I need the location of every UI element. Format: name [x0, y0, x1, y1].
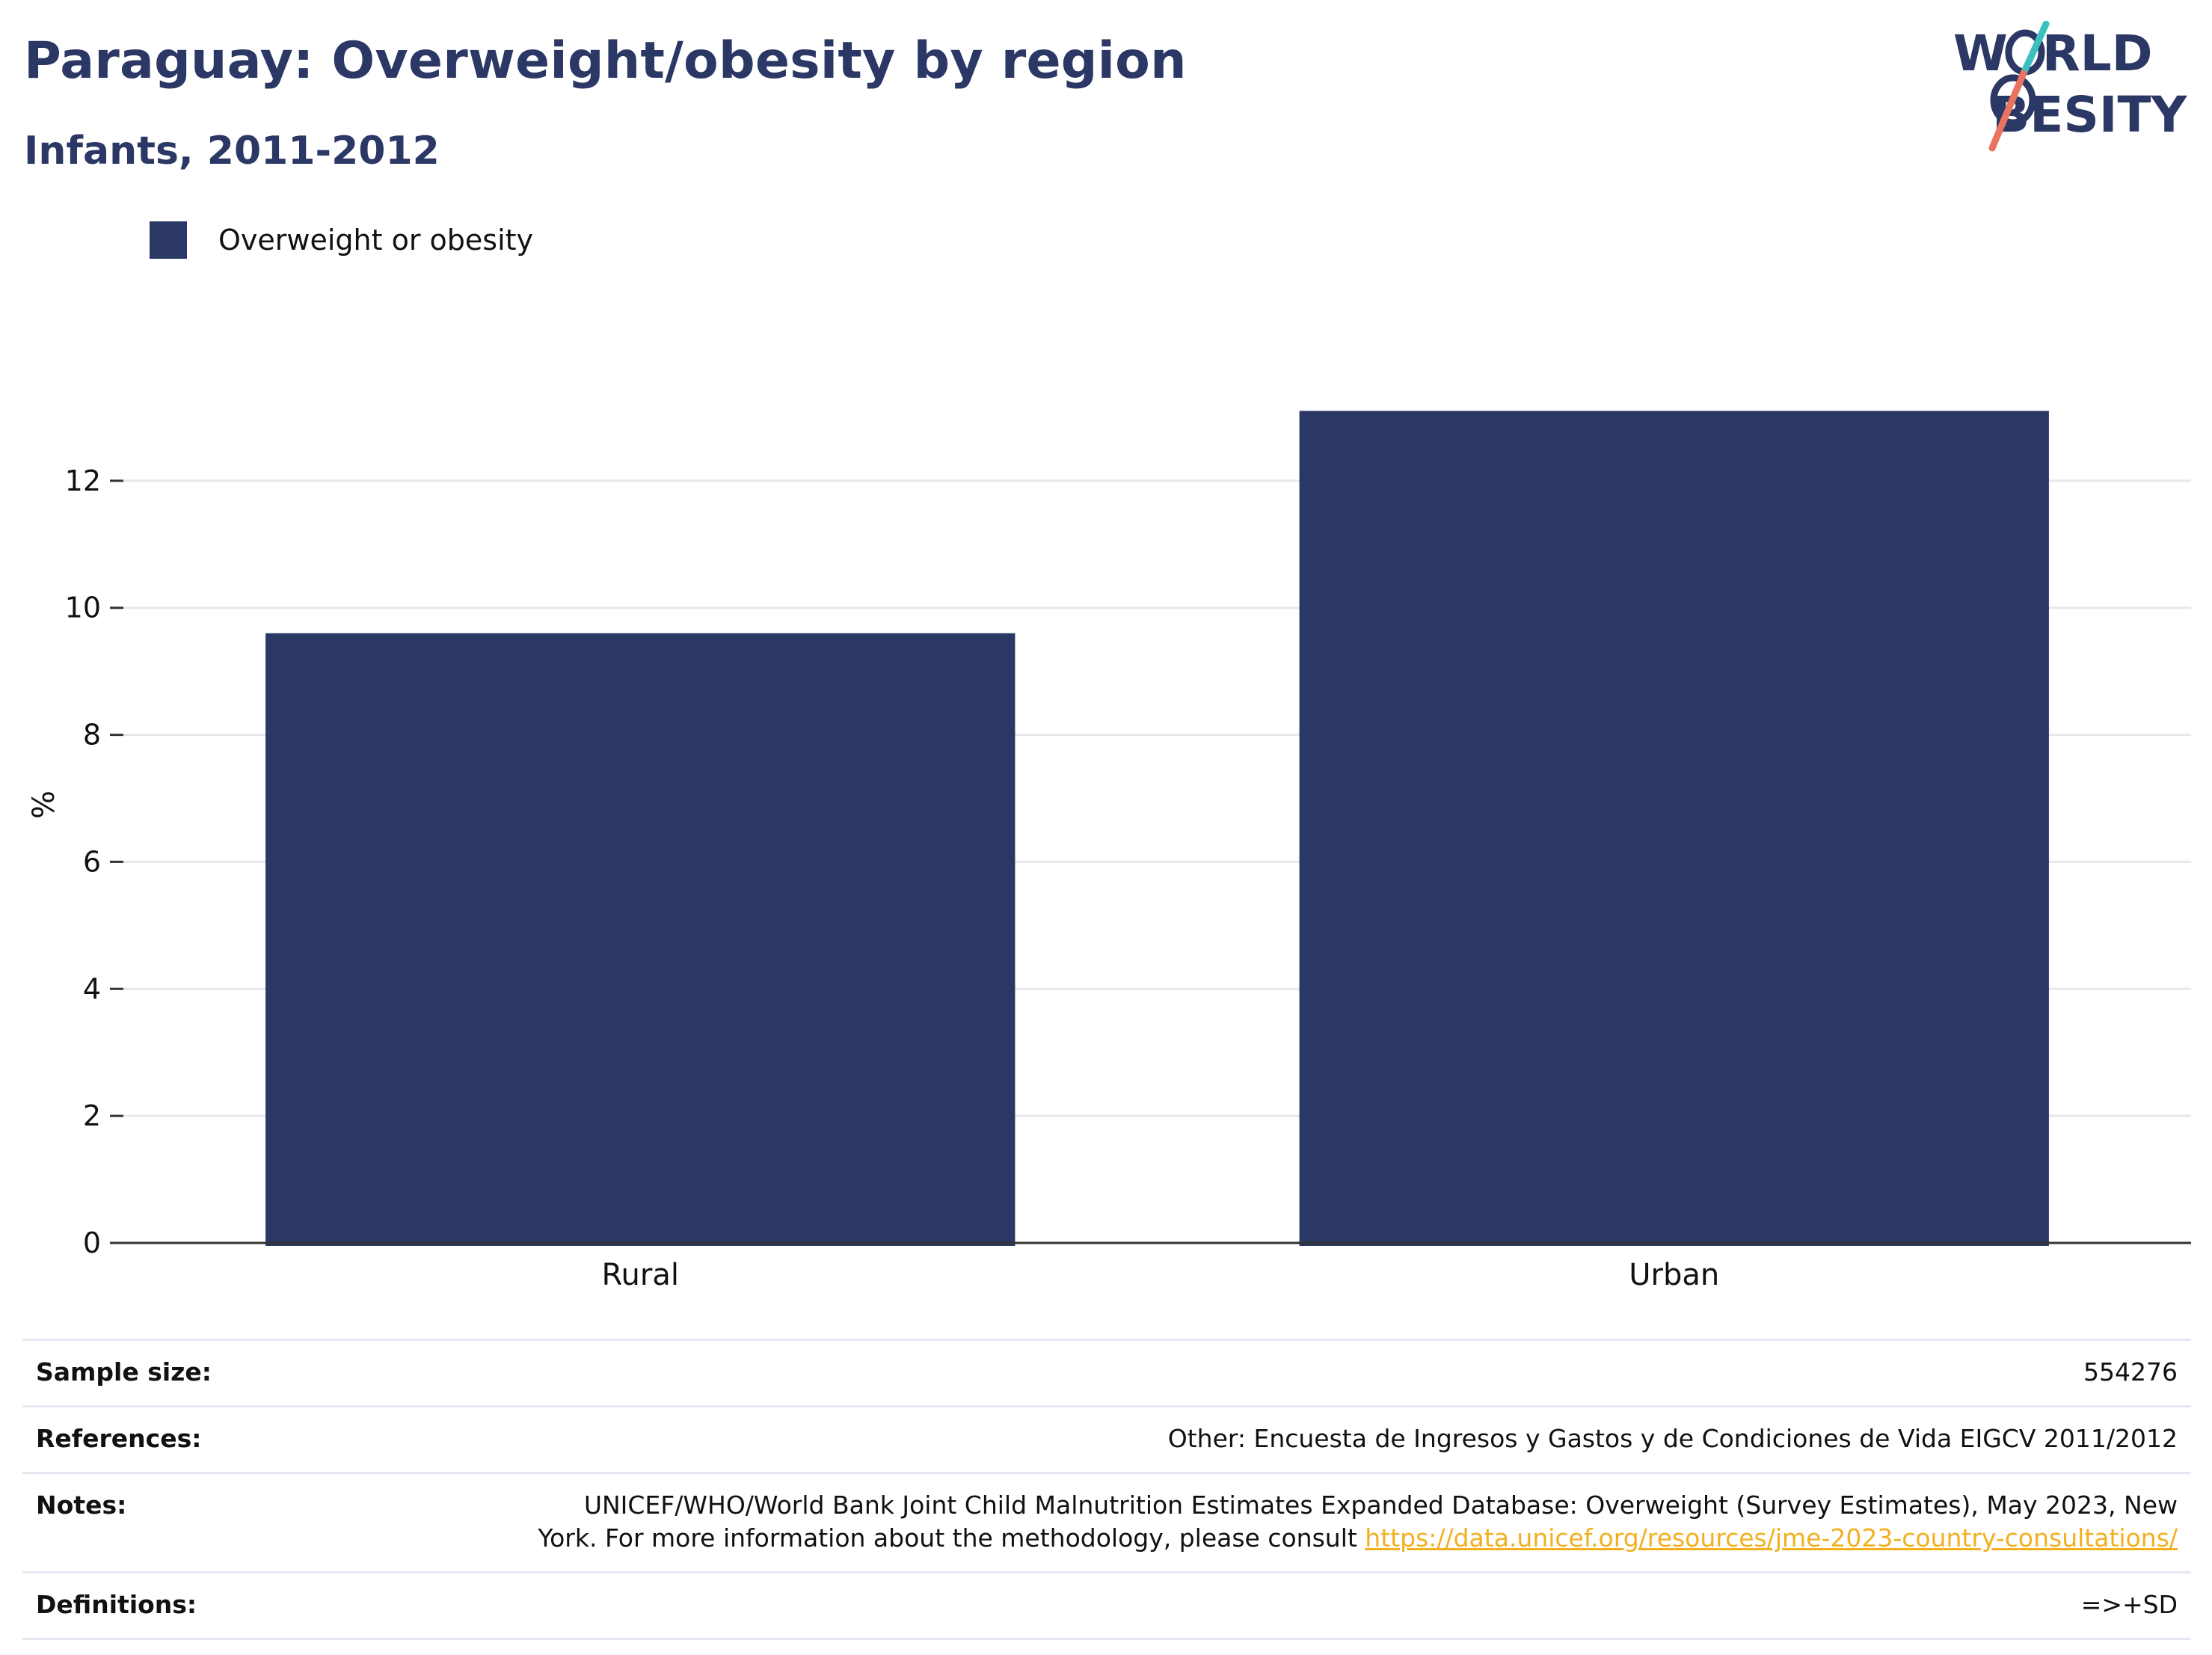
legend: Overweight or obesity	[150, 221, 533, 259]
sample-size-row: Sample size: 554276	[22, 1339, 2191, 1407]
notes-text-line1: UNICEF/WHO/World Bank Joint Child Malnut…	[583, 1490, 2178, 1520]
y-tick-label: 6	[83, 845, 101, 878]
definitions-label: Definitions:	[22, 1571, 274, 1640]
legend-label: Overweight or obesity	[218, 224, 534, 257]
references-row: References: Other: Encuesta de Ingresos …	[22, 1405, 2191, 1473]
notes-value: UNICEF/WHO/World Bank Joint Child Malnut…	[274, 1472, 2191, 1573]
y-tick-label: 12	[65, 464, 101, 497]
x-tick-label: Urban	[1629, 1258, 1719, 1292]
definitions-value: =>+SD	[274, 1571, 2191, 1640]
bar-rural	[265, 633, 1016, 1246]
logo-o-mark	[1988, 21, 2050, 152]
references-label: References:	[22, 1405, 274, 1473]
y-tick-label: 8	[83, 719, 101, 752]
info-table: Sample size: 554276 References: Other: E…	[22, 1339, 2191, 1640]
world-obesity-logo: W RLD BESITY	[1953, 21, 2188, 152]
chart-subtitle: Infants, 2011-2012	[24, 129, 440, 174]
sample-size-value: 554276	[274, 1339, 2191, 1407]
notes-row: Notes: UNICEF/WHO/World Bank Joint Child…	[22, 1472, 2191, 1573]
y-axis-label: %	[27, 790, 61, 819]
logo-word-world: W RLD	[1953, 25, 2152, 82]
bar-chart: 0 2 4 6 8 10 12% Rural Urban	[27, 411, 2191, 1292]
y-tick-label: 10	[65, 592, 101, 624]
sample-size-label: Sample size:	[22, 1339, 274, 1407]
x-tick-label: Rural	[602, 1258, 679, 1292]
notes-label: Notes:	[22, 1472, 274, 1573]
y-tick-label: 4	[83, 972, 101, 1005]
y-tick-label: 2	[83, 1099, 101, 1132]
methodology-link[interactable]: https://data.unicef.org/resources/jme-20…	[1365, 1523, 2178, 1553]
notes-text-line2: York. For more information about the met…	[538, 1523, 1365, 1553]
bar-urban	[1299, 411, 2049, 1247]
definitions-row: Definitions: =>+SD	[22, 1571, 2191, 1640]
logo-world-rest: RLD	[2042, 25, 2153, 82]
y-tick-label: 0	[83, 1226, 101, 1259]
legend-swatch	[150, 221, 187, 259]
references-value: Other: Encuesta de Ingresos y Gastos y d…	[274, 1405, 2191, 1473]
chart-title: Paraguay: Overweight/obesity by region	[24, 31, 1187, 90]
